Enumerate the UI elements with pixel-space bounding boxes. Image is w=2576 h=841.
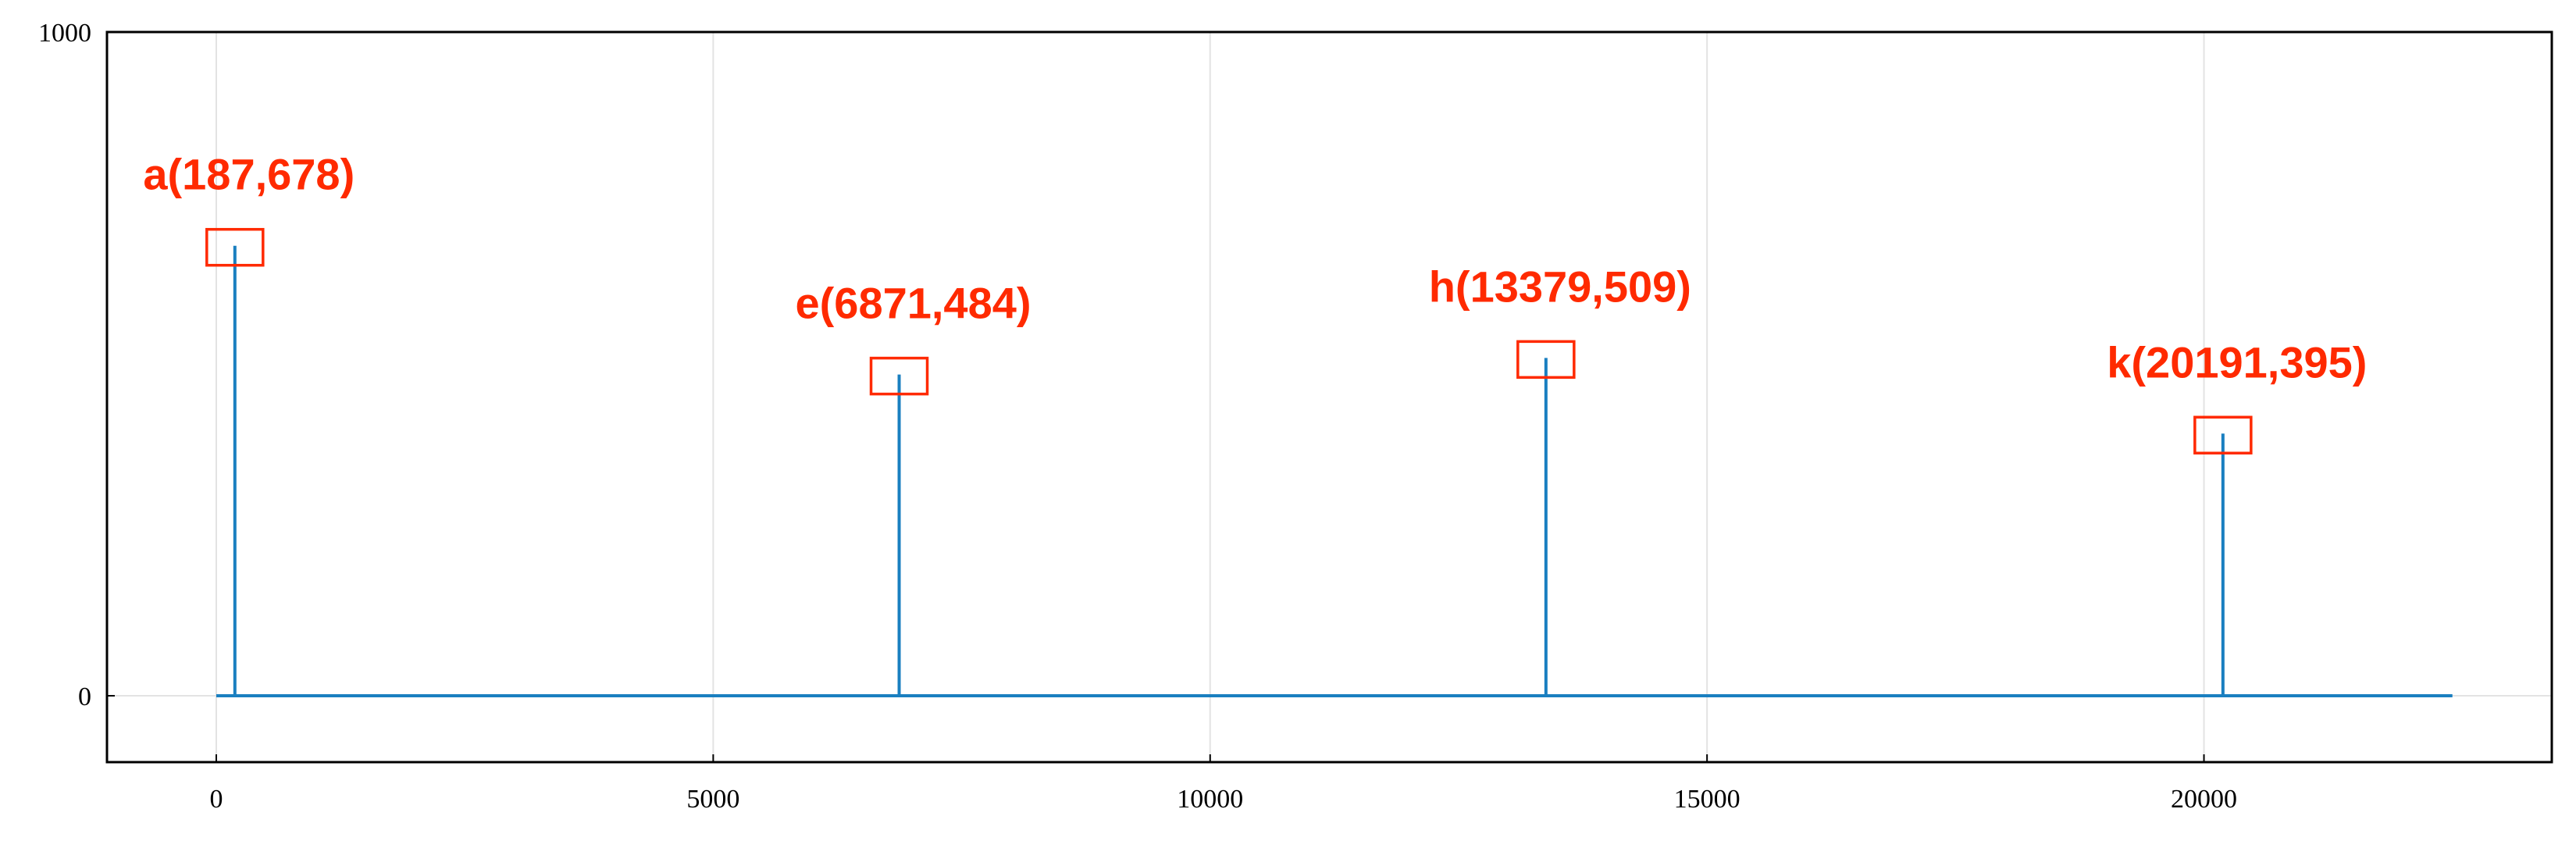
axis-ticks: 0 5000 10000 15000 20000 0 1000 xyxy=(38,19,2237,814)
annotation-box xyxy=(1516,340,1576,380)
y-tick-label: 0 xyxy=(78,682,91,711)
stems xyxy=(233,245,2225,696)
annotations: a(187,678) e(6871,484) h(13379,509) k(20191… xyxy=(143,150,2367,454)
annotation-label: k(20191,395) xyxy=(2107,337,2367,387)
y-tick-label: 1000 xyxy=(38,19,91,48)
annotation-label: e(6871,484) xyxy=(796,279,1031,328)
x-tick-label: 0 xyxy=(210,785,223,814)
x-tick-label: 15000 xyxy=(1674,785,1740,814)
annotation-label: a(187,678) xyxy=(143,150,355,199)
annotation-box xyxy=(869,356,929,396)
annotation-label: h(13379,509) xyxy=(1429,262,1691,311)
grid-lines xyxy=(107,31,2552,762)
x-tick-label: 20000 xyxy=(2171,785,2237,814)
annotation-box xyxy=(2193,415,2253,454)
annotation-box xyxy=(205,227,265,267)
x-tick-label: 5000 xyxy=(686,785,739,814)
plot-frame xyxy=(105,30,2553,764)
x-tick-label: 10000 xyxy=(1177,785,1243,814)
